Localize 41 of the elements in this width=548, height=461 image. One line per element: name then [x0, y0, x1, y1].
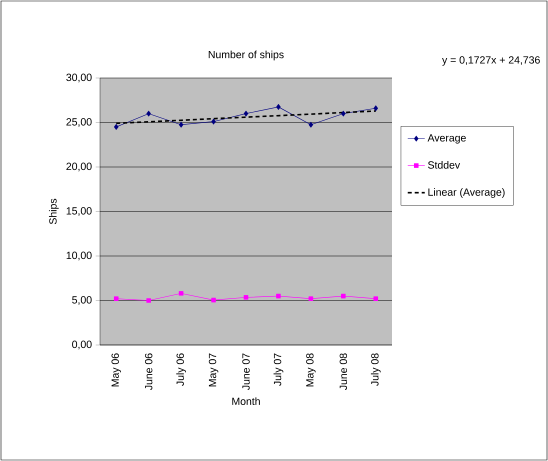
point: [114, 296, 119, 302]
point: [341, 294, 346, 298]
y-tick-label: 25,00: [66, 118, 92, 127]
point: [244, 295, 248, 300]
point: [211, 118, 216, 124]
point: [308, 296, 314, 302]
legend-label: Average: [428, 134, 466, 144]
point: [114, 124, 118, 130]
text: y = 0,1727x + 24,736: [442, 56, 540, 66]
point: [211, 298, 216, 302]
y-tick-label: 10,00: [66, 252, 92, 260]
point: [276, 104, 281, 110]
x-tick-label: June 07: [242, 353, 250, 390]
y-axis-title: Ships: [48, 198, 59, 224]
point: [373, 296, 378, 302]
x-tick-label: May 06: [111, 353, 121, 386]
point: [276, 294, 281, 298]
x-tick-label: May 08: [306, 353, 316, 386]
x-tick-label: July 07: [274, 353, 284, 386]
x-tick-label: July 06: [176, 353, 186, 386]
point: [178, 122, 184, 128]
y-tick-label: 30,00: [66, 74, 92, 82]
x-tick-label: May 07: [208, 353, 218, 386]
x-tick-label: June 08: [340, 353, 348, 390]
point: [146, 110, 151, 116]
y-tick-label: 20,00: [66, 162, 92, 172]
x-tick-label: June 06: [144, 353, 152, 390]
y-tick-label: 5,00: [72, 296, 92, 305]
point: [374, 105, 378, 112]
chart-title: Number of ships: [208, 50, 284, 60]
x-tick-label: July 08: [370, 353, 381, 386]
point: [341, 110, 346, 116]
y-tick-label: 0,00: [72, 340, 92, 350]
point: [146, 298, 151, 303]
legend-label: Linear (Average): [428, 188, 505, 198]
x-axis-title: Month: [232, 397, 260, 406]
point: [244, 110, 248, 116]
point: [178, 291, 184, 296]
y-tick-label: 15,00: [66, 207, 92, 216]
point: [308, 122, 314, 128]
legend-label: Stddev: [428, 161, 460, 169]
